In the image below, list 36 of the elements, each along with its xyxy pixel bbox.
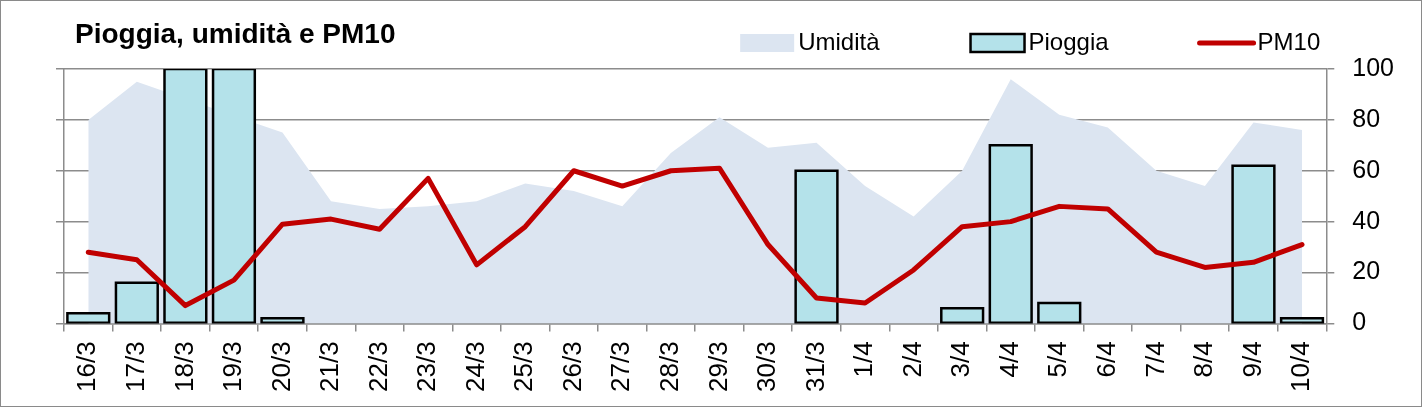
y-tick-label: 0 xyxy=(1352,307,1367,336)
legend-label: Pioggia xyxy=(1028,27,1110,55)
x-tick-label: 19/3 xyxy=(217,341,248,393)
chart-title: Pioggia, umidità e PM10 xyxy=(75,17,396,49)
y-tick-label: 60 xyxy=(1352,154,1381,183)
x-tick-label: 7/4 xyxy=(1139,341,1170,378)
legend-label: PM10 xyxy=(1257,27,1321,55)
x-tick-label: 8/4 xyxy=(1188,341,1219,378)
x-tick-label: 5/4 xyxy=(1042,341,1073,378)
x-tick-label: 16/3 xyxy=(71,341,102,393)
x-tick-label: 21/3 xyxy=(314,341,345,393)
x-tick-label: 1/4 xyxy=(848,341,879,378)
x-tick-label: 29/3 xyxy=(702,341,733,393)
x-tick-label: 25/3 xyxy=(508,341,539,393)
x-tick-label: 20/3 xyxy=(265,341,296,393)
x-tick-label: 23/3 xyxy=(411,341,442,393)
x-tick-label: 2/4 xyxy=(896,341,927,378)
x-tick-label: 18/3 xyxy=(168,341,199,393)
x-tick-label: 28/3 xyxy=(654,341,685,393)
y-tick-label: 20 xyxy=(1352,256,1381,285)
x-tick-label: 31/3 xyxy=(799,341,830,393)
x-tick-label: 4/4 xyxy=(993,341,1024,378)
x-tick-label: 6/4 xyxy=(1090,341,1121,378)
y-tick-label: 80 xyxy=(1352,103,1381,132)
legend-label: Umidità xyxy=(798,27,881,55)
x-tick-label: 3/4 xyxy=(945,341,976,378)
x-tick-label: 27/3 xyxy=(605,341,636,393)
x-tick-label: 22/3 xyxy=(362,341,393,393)
x-tick-label: 26/3 xyxy=(556,341,587,393)
x-tick-label: 24/3 xyxy=(459,341,490,393)
x-tick-label: 30/3 xyxy=(751,341,782,393)
x-tick-label: 17/3 xyxy=(120,341,150,393)
y-tick-label: 40 xyxy=(1352,205,1381,234)
y-tick-label: 100 xyxy=(1352,52,1395,81)
x-tick-label: 9/4 xyxy=(1236,341,1267,378)
x-tick-label: 10/4 xyxy=(1285,341,1316,393)
